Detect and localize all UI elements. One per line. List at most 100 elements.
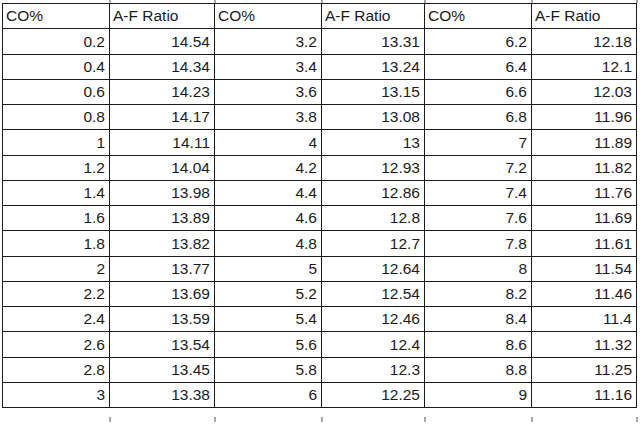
- af-ratio-cell[interactable]: 13.77: [110, 256, 215, 281]
- af-ratio-cell[interactable]: 11.69: [532, 206, 637, 231]
- co-percent-cell[interactable]: 4.4: [215, 180, 322, 205]
- af-ratio-cell[interactable]: 13.15: [322, 79, 425, 104]
- co-percent-cell[interactable]: 6.6: [425, 79, 532, 104]
- co-percent-cell[interactable]: 1.4: [3, 180, 110, 205]
- af-ratio-cell[interactable]: 11.82: [532, 155, 637, 180]
- af-ratio-cell[interactable]: 12.8: [322, 206, 425, 231]
- co-percent-cell[interactable]: 3.4: [215, 54, 322, 79]
- af-ratio-cell[interactable]: 12.54: [322, 281, 425, 306]
- af-ratio-cell[interactable]: 11.76: [532, 180, 637, 205]
- af-ratio-cell[interactable]: 11.89: [532, 130, 637, 155]
- af-ratio-cell[interactable]: 13.45: [110, 357, 215, 382]
- table-row: 313.38612.25911.16: [3, 382, 637, 407]
- af-ratio-cell[interactable]: 12.93: [322, 155, 425, 180]
- af-ratio-cell[interactable]: 14.17: [110, 105, 215, 130]
- column-header-af-ratio[interactable]: A-F Ratio: [322, 4, 425, 29]
- af-ratio-cell[interactable]: 11.96: [532, 105, 637, 130]
- af-ratio-cell[interactable]: 12.86: [322, 180, 425, 205]
- af-ratio-cell[interactable]: 14.34: [110, 54, 215, 79]
- co-percent-cell[interactable]: 3: [3, 382, 110, 407]
- co-percent-cell[interactable]: 6.2: [425, 29, 532, 54]
- af-ratio-cell[interactable]: 12.03: [532, 79, 637, 104]
- co-percent-cell[interactable]: 7: [425, 130, 532, 155]
- af-ratio-cell[interactable]: 12.3: [322, 357, 425, 382]
- af-ratio-cell[interactable]: 13.54: [110, 332, 215, 357]
- af-ratio-cell[interactable]: 11.54: [532, 256, 637, 281]
- co-percent-cell[interactable]: 1.2: [3, 155, 110, 180]
- af-ratio-cell[interactable]: 14.54: [110, 29, 215, 54]
- af-ratio-cell[interactable]: 14.04: [110, 155, 215, 180]
- co-percent-cell[interactable]: 4.8: [215, 231, 322, 256]
- table-row: 1.214.044.212.937.211.82: [3, 155, 637, 180]
- af-ratio-cell[interactable]: 13.24: [322, 54, 425, 79]
- af-ratio-cell[interactable]: 13.59: [110, 307, 215, 332]
- af-ratio-cell[interactable]: 14.23: [110, 79, 215, 104]
- af-ratio-cell[interactable]: 11.16: [532, 382, 637, 407]
- co-percent-cell[interactable]: 7.8: [425, 231, 532, 256]
- co-percent-cell[interactable]: 6: [215, 382, 322, 407]
- af-ratio-cell[interactable]: 13.69: [110, 281, 215, 306]
- co-percent-cell[interactable]: 2.2: [3, 281, 110, 306]
- co-percent-cell[interactable]: 0.6: [3, 79, 110, 104]
- co-percent-cell[interactable]: 8.8: [425, 357, 532, 382]
- af-ratio-cell[interactable]: 13.89: [110, 206, 215, 231]
- co-percent-cell[interactable]: 7.4: [425, 180, 532, 205]
- co-percent-cell[interactable]: 1: [3, 130, 110, 155]
- co-percent-cell[interactable]: 0.8: [3, 105, 110, 130]
- af-ratio-cell[interactable]: 11.4: [532, 307, 637, 332]
- co-percent-cell[interactable]: 4: [215, 130, 322, 155]
- af-ratio-cell[interactable]: 13: [322, 130, 425, 155]
- af-ratio-cell[interactable]: 12.46: [322, 307, 425, 332]
- af-ratio-cell[interactable]: 13.31: [322, 29, 425, 54]
- af-ratio-cell[interactable]: 12.25: [322, 382, 425, 407]
- af-ratio-cell[interactable]: 12.18: [532, 29, 637, 54]
- af-ratio-cell[interactable]: 13.08: [322, 105, 425, 130]
- af-ratio-cell[interactable]: 13.38: [110, 382, 215, 407]
- column-header-af-ratio[interactable]: A-F Ratio: [110, 4, 215, 29]
- co-percent-cell[interactable]: 2: [3, 256, 110, 281]
- column-header-co-percent[interactable]: CO%: [425, 4, 532, 29]
- column-header-af-ratio[interactable]: A-F Ratio: [532, 4, 637, 29]
- co-percent-cell[interactable]: 7.2: [425, 155, 532, 180]
- co-percent-cell[interactable]: 5.2: [215, 281, 322, 306]
- co-percent-cell[interactable]: 6.4: [425, 54, 532, 79]
- co-percent-cell[interactable]: 0.4: [3, 54, 110, 79]
- co-percent-cell[interactable]: 5.8: [215, 357, 322, 382]
- co-percent-cell[interactable]: 7.6: [425, 206, 532, 231]
- co-percent-cell[interactable]: 0.2: [3, 29, 110, 54]
- co-percent-cell[interactable]: 4.2: [215, 155, 322, 180]
- co-percent-cell[interactable]: 1.8: [3, 231, 110, 256]
- co-percent-cell[interactable]: 3.8: [215, 105, 322, 130]
- af-ratio-cell[interactable]: 11.46: [532, 281, 637, 306]
- table-row: 0.614.233.613.156.612.03: [3, 79, 637, 104]
- co-percent-cell[interactable]: 2.8: [3, 357, 110, 382]
- af-ratio-cell[interactable]: 12.64: [322, 256, 425, 281]
- co-percent-cell[interactable]: 5.4: [215, 307, 322, 332]
- af-ratio-cell[interactable]: 14.11: [110, 130, 215, 155]
- af-ratio-cell[interactable]: 11.61: [532, 231, 637, 256]
- co-percent-cell[interactable]: 4.6: [215, 206, 322, 231]
- column-header-co-percent[interactable]: CO%: [3, 4, 110, 29]
- co-percent-cell[interactable]: 9: [425, 382, 532, 407]
- af-ratio-cell[interactable]: 11.25: [532, 357, 637, 382]
- table-row: 2.613.545.612.48.611.32: [3, 332, 637, 357]
- af-ratio-cell[interactable]: 12.7: [322, 231, 425, 256]
- co-percent-cell[interactable]: 5.6: [215, 332, 322, 357]
- co-percent-cell[interactable]: 8.6: [425, 332, 532, 357]
- co-percent-cell[interactable]: 3.2: [215, 29, 322, 54]
- co-percent-cell[interactable]: 1.6: [3, 206, 110, 231]
- af-ratio-cell[interactable]: 12.1: [532, 54, 637, 79]
- co-percent-cell[interactable]: 8.4: [425, 307, 532, 332]
- af-ratio-cell[interactable]: 13.98: [110, 180, 215, 205]
- co-percent-cell[interactable]: 2.6: [3, 332, 110, 357]
- co-percent-cell[interactable]: 3.6: [215, 79, 322, 104]
- af-ratio-cell[interactable]: 11.32: [532, 332, 637, 357]
- co-percent-cell[interactable]: 8.2: [425, 281, 532, 306]
- co-percent-cell[interactable]: 2.4: [3, 307, 110, 332]
- column-header-co-percent[interactable]: CO%: [215, 4, 322, 29]
- co-percent-cell[interactable]: 8: [425, 256, 532, 281]
- co-percent-cell[interactable]: 5: [215, 256, 322, 281]
- af-ratio-cell[interactable]: 12.4: [322, 332, 425, 357]
- af-ratio-cell[interactable]: 13.82: [110, 231, 215, 256]
- co-percent-cell[interactable]: 6.8: [425, 105, 532, 130]
